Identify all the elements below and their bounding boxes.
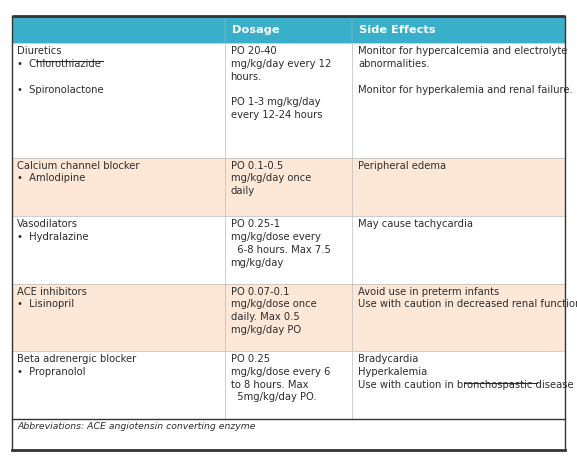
Text: ACE inhibitors
•  Lisinopril: ACE inhibitors • Lisinopril	[17, 286, 87, 309]
Bar	[12, 284, 565, 351]
Text: Calcium channel blocker
•  Amlodipine: Calcium channel blocker • Amlodipine	[17, 161, 140, 183]
Bar	[12, 158, 565, 216]
Text: PO 20-40
mg/kg/day every 12
hours.

PO 1-3 mg/kg/day
every 12-24 hours: PO 20-40 mg/kg/day every 12 hours. PO 1-…	[231, 46, 331, 120]
Text: PO 0.1-0.5
mg/kg/day once
daily: PO 0.1-0.5 mg/kg/day once daily	[231, 161, 311, 196]
Bar	[12, 43, 565, 158]
Text: May cause tachycardia: May cause tachycardia	[358, 219, 473, 229]
Text: Monitor for hypercalcemia and electrolyte
abnormalities.

Monitor for hyperkalem: Monitor for hypercalcemia and electrolyt…	[358, 46, 573, 95]
Text: Bradycardia
Hyperkalemia
Use with caution in bronchospastic disease: Bradycardia Hyperkalemia Use with cautio…	[358, 354, 574, 390]
Text: PO 0.25
mg/kg/dose every 6
to 8 hours. Max
  5mg/kg/day PO.: PO 0.25 mg/kg/dose every 6 to 8 hours. M…	[231, 354, 330, 402]
Bar	[12, 16, 565, 43]
Bar	[12, 351, 565, 419]
Text: Avoid use in preterm infants
Use with caution in decreased renal function.: Avoid use in preterm infants Use with ca…	[358, 286, 577, 309]
Text: Peripheral edema: Peripheral edema	[358, 161, 446, 171]
Text: PO 0.25-1
mg/kg/dose every
  6-8 hours. Max 7.5
mg/kg/day: PO 0.25-1 mg/kg/dose every 6-8 hours. Ma…	[231, 219, 331, 268]
Text: Dosage: Dosage	[232, 25, 279, 35]
Bar	[12, 216, 565, 284]
Text: Vasodilators
•  Hydralazine: Vasodilators • Hydralazine	[17, 219, 89, 242]
Text: Beta adrenergic blocker
•  Propranolol: Beta adrenergic blocker • Propranolol	[17, 354, 137, 377]
Text: Abbreviations: ACE angiotensin converting enzyme: Abbreviations: ACE angiotensin convertin…	[17, 422, 256, 431]
Text: Diuretics
•  Chlorothiazide

•  Spironolactone: Diuretics • Chlorothiazide • Spironolact…	[17, 46, 104, 95]
Text: Side Effects: Side Effects	[359, 25, 436, 35]
Text: PO 0.07-0.1
mg/kg/dose once
daily. Max 0.5
mg/kg/day PO: PO 0.07-0.1 mg/kg/dose once daily. Max 0…	[231, 286, 316, 335]
